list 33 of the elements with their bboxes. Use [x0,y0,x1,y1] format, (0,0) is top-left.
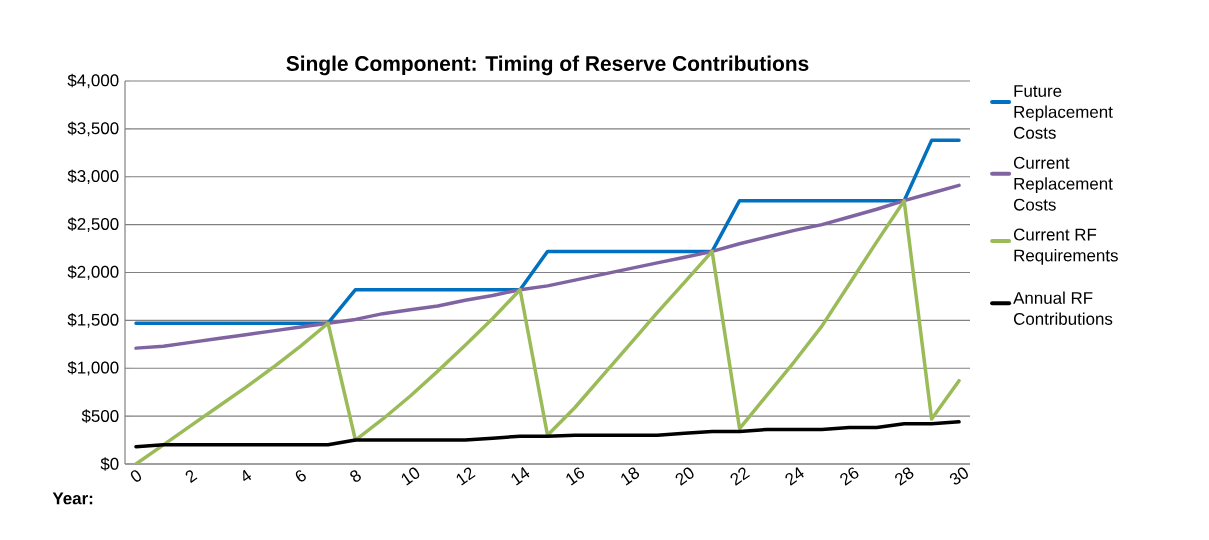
legend-label: Annual RF Contributions [1013,291,1113,325]
x-tick-label: 28 [895,467,914,486]
x-tick-label: 26 [840,467,859,486]
y-tick-label: $3,000 [67,169,119,185]
x-axis-title: Year: [52,492,93,505]
x-tick-label: 20 [675,467,694,486]
y-tick-label: $4,000 [67,73,119,89]
x-tick-label: 2 [185,470,198,484]
x-tick-label: 0 [130,470,142,482]
x-tick-label: 8 [350,470,361,482]
chart-title: Single Component: Timing of Reserve Contributions [286,55,809,76]
line-series [134,183,961,350]
y-tick-label: $1,000 [67,360,119,376]
x-tick-label: 18 [621,467,640,486]
y-tick-label: $2,000 [67,265,119,280]
legend-label: Future Replacement Costs [1013,85,1113,139]
x-tick-label: 30 [949,467,968,485]
y-tick-label: $3,500 [67,121,119,137]
x-tick-label: 12 [456,467,476,486]
legend-label: Current Replacement Costs [1013,156,1113,211]
x-tick-label: 4 [243,469,252,482]
y-tick-label: $500 [81,409,119,423]
x-tick-label: 24 [785,467,804,486]
y-tick-label: $2,500 [67,217,119,232]
x-tick-label: 10 [401,467,420,486]
y-tick-label: $1,500 [67,313,119,328]
x-tick-label: 16 [566,467,585,486]
x-tick-label: 14 [511,467,530,486]
x-tick-label: 6 [295,470,306,482]
legend-label: Current RF Requirements [1013,228,1118,265]
line-series [134,198,961,464]
x-tick-label: 22 [730,467,750,486]
y-tick-label: $0 [100,457,119,471]
